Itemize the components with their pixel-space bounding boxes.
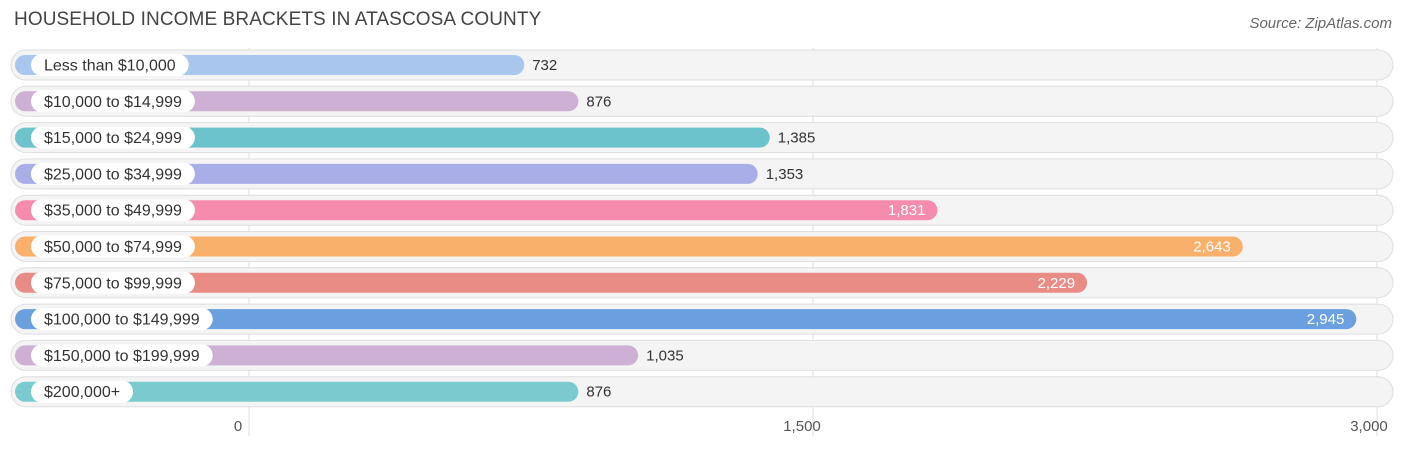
bar-row: $15,000 to $24,999 1,385 bbox=[10, 122, 1394, 154]
bar bbox=[15, 127, 770, 148]
category-label-pill bbox=[31, 126, 195, 149]
bar-row: $35,000 to $49,999 1,831 bbox=[10, 194, 1394, 226]
category-label-pill bbox=[31, 199, 195, 222]
value-label: 1,831 bbox=[888, 202, 926, 219]
x-tick-label: 1,500 bbox=[783, 418, 821, 435]
category-label-pill bbox=[31, 344, 213, 367]
bar bbox=[15, 236, 1243, 257]
bar bbox=[15, 309, 1357, 330]
value-label: 1,385 bbox=[778, 130, 816, 147]
category-label-pill bbox=[31, 54, 189, 76]
value-label: 2,229 bbox=[1038, 275, 1076, 292]
value-label: 1,035 bbox=[646, 347, 684, 364]
bar bbox=[15, 200, 938, 221]
value-label: 876 bbox=[586, 384, 611, 401]
value-label: 2,945 bbox=[1307, 311, 1345, 328]
bar-row: Less than $10,000 732 bbox=[10, 49, 1394, 81]
bar bbox=[15, 163, 758, 184]
category-label: $75,000 to $99,999 bbox=[44, 275, 182, 292]
chart-title: HOUSEHOLD INCOME BRACKETS IN ATASCOSA CO… bbox=[14, 9, 542, 30]
category-label-pill bbox=[31, 162, 195, 185]
bar-row: $10,000 to $14,999 876 bbox=[10, 85, 1394, 117]
bar-row: $75,000 to $99,999 2,229 bbox=[10, 267, 1394, 299]
source-label: Source: ZipAtlas.com bbox=[1249, 15, 1392, 32]
bar-row: $200,000+ 876 bbox=[10, 376, 1394, 408]
category-label: $35,000 to $49,999 bbox=[44, 203, 182, 220]
bar-row: $150,000 to $199,999 1,035 bbox=[10, 339, 1394, 371]
category-label: $15,000 to $24,999 bbox=[44, 130, 182, 147]
category-label-pill bbox=[31, 271, 195, 294]
value-label: 2,643 bbox=[1193, 239, 1231, 256]
bar bbox=[15, 381, 579, 402]
bar-row: $50,000 to $74,999 2,643 bbox=[10, 231, 1394, 262]
category-label: Less than $10,000 bbox=[44, 58, 176, 75]
category-label-pill bbox=[31, 90, 195, 113]
value-label: 732 bbox=[532, 57, 557, 74]
bar-row: $100,000 to $149,999 2,945 bbox=[10, 303, 1394, 335]
category-label: $25,000 to $34,999 bbox=[44, 166, 182, 183]
category-label-pill bbox=[31, 235, 195, 258]
category-label: $10,000 to $14,999 bbox=[44, 94, 182, 111]
category-label: $100,000 to $149,999 bbox=[44, 312, 200, 329]
category-label: $150,000 to $199,999 bbox=[44, 348, 200, 365]
bar bbox=[15, 272, 1088, 293]
value-label: 876 bbox=[586, 93, 611, 110]
category-label-pill bbox=[31, 380, 134, 403]
x-tick-label: 0 bbox=[234, 418, 242, 435]
x-tick-label: 3,000 bbox=[1350, 418, 1388, 435]
category-label: $50,000 to $74,999 bbox=[44, 239, 182, 256]
category-label-pill bbox=[31, 308, 213, 331]
bar-row: $25,000 to $34,999 1,353 bbox=[10, 158, 1394, 190]
category-label: $200,000+ bbox=[44, 384, 120, 401]
value-label: 1,353 bbox=[766, 166, 804, 183]
